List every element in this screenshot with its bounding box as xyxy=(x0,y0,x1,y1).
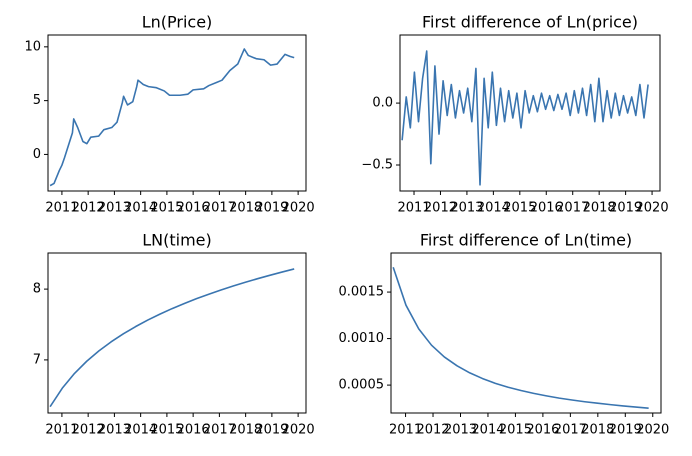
x-tick-label: 2018 xyxy=(583,201,616,216)
axes-frame xyxy=(47,34,307,192)
chart-title: First difference of Ln(price) xyxy=(422,13,638,32)
axes-frame xyxy=(399,34,661,192)
x-tick-label: 2018 xyxy=(229,201,262,216)
x-tick-label: 2016 xyxy=(177,423,210,438)
chart-title: First difference of Ln(time) xyxy=(420,231,632,250)
x-tick-label: 2012 xyxy=(424,201,457,216)
x-tick-label: 2013 xyxy=(98,423,131,438)
x-tick-label: 2017 xyxy=(556,201,589,216)
y-tick-label: 0.0015 xyxy=(339,285,385,300)
x-tick-label: 2014 xyxy=(124,201,157,216)
x-tick-label: 2017 xyxy=(203,423,236,438)
chart-title: Ln(Price) xyxy=(142,13,213,32)
line xyxy=(392,266,649,409)
axes-frame xyxy=(390,252,662,414)
x-tick-label: 2011 xyxy=(45,201,78,216)
x-tick-label: 2016 xyxy=(177,201,210,216)
x-tick-label: 2020 xyxy=(282,201,315,216)
x-tick-label: 2011 xyxy=(45,423,78,438)
y-tick-label: 7 xyxy=(33,352,41,367)
y-tick-label: 5 xyxy=(33,93,41,108)
chart-title: LN(time) xyxy=(142,231,212,250)
x-tick-label: 2012 xyxy=(72,201,105,216)
x-tick-label: 2017 xyxy=(203,201,236,216)
y-tick-label: 10 xyxy=(24,39,41,54)
y-tick-label: 0.0005 xyxy=(339,378,385,393)
x-tick-label: 2014 xyxy=(124,423,157,438)
y-tick-label: 8 xyxy=(33,282,41,297)
x-tick-label: 2011 xyxy=(389,423,422,438)
y-tick-label: 0 xyxy=(33,147,41,162)
x-tick-label: 2013 xyxy=(444,423,477,438)
line xyxy=(49,268,295,408)
x-tick-label: 2011 xyxy=(397,201,430,216)
y-tick-label: 0.0010 xyxy=(339,331,385,346)
x-tick-label: 2019 xyxy=(255,201,288,216)
x-tick-label: 2014 xyxy=(477,201,510,216)
x-tick-label: 2012 xyxy=(416,423,449,438)
x-tick-label: 2017 xyxy=(554,423,587,438)
axes-frame xyxy=(47,252,307,414)
line xyxy=(49,48,295,187)
x-tick-label: 2020 xyxy=(636,201,669,216)
x-tick-label: 2014 xyxy=(471,423,504,438)
x-tick-label: 2016 xyxy=(526,423,559,438)
x-tick-label: 2020 xyxy=(282,423,315,438)
x-tick-label: 2018 xyxy=(229,423,262,438)
line xyxy=(401,50,649,186)
x-tick-label: 2013 xyxy=(450,201,483,216)
y-tick-label: −0.5 xyxy=(361,158,393,173)
x-tick-label: 2018 xyxy=(581,423,614,438)
x-tick-label: 2015 xyxy=(503,201,536,216)
x-tick-label: 2013 xyxy=(98,201,131,216)
x-tick-label: 2015 xyxy=(499,423,532,438)
x-tick-label: 2020 xyxy=(636,423,669,438)
x-tick-label: 2019 xyxy=(255,423,288,438)
x-tick-label: 2015 xyxy=(150,423,183,438)
x-tick-label: 2012 xyxy=(72,423,105,438)
x-tick-label: 2019 xyxy=(609,423,642,438)
x-tick-label: 2019 xyxy=(609,201,642,216)
x-tick-label: 2016 xyxy=(530,201,563,216)
x-tick-label: 2015 xyxy=(150,201,183,216)
y-tick-label: 0.0 xyxy=(372,96,393,111)
